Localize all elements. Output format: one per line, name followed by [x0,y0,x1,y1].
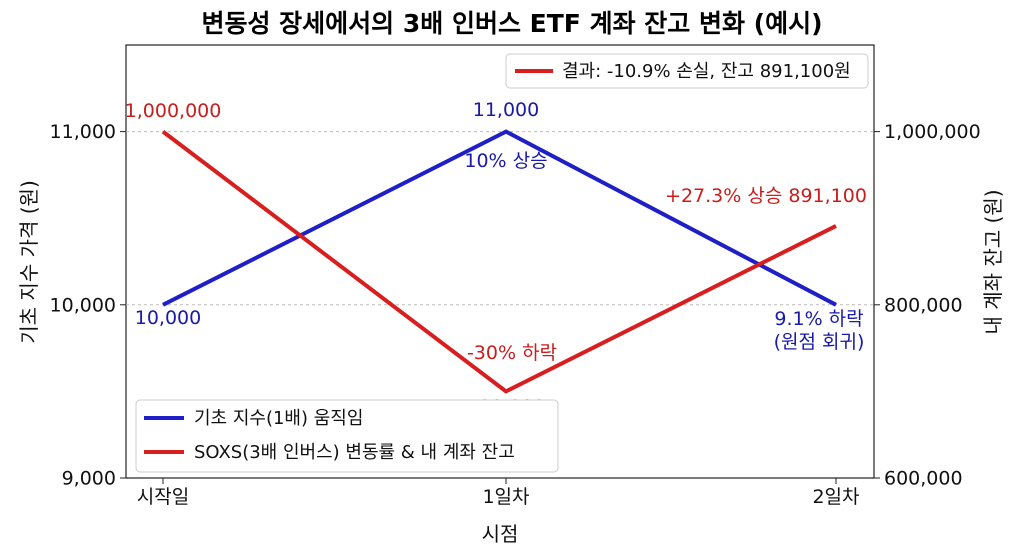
right-y-tick-label: 1,000,000 [884,121,981,143]
right-y-tick-label: 600,000 [884,468,963,490]
left-y-axis: 9,000 10,000 11,000 [50,121,126,490]
series-line-inverse-balance [161,130,837,394]
chart-title: 변동성 장세에서의 3배 인버스 ETF 계좌 잔고 변화 (예시) [201,9,822,38]
red-drop-annotation: -30% 하락 [467,342,557,364]
x-tick-label: 1일차 [482,486,529,508]
red-rise-annotation: +27.3% 상승 891,100 [665,185,867,207]
legend-label-inverse-balance: SOXS(3배 인버스) 변동률 & 내 계좌 잔고 [194,442,515,463]
left-y-tick-label: 11,000 [50,121,116,143]
x-tick-label: 시작일 [137,486,189,508]
result-legend-text: 결과: -10.9% 손실, 잔고 891,100원 [562,61,851,82]
blue-start-label: 10,000 [135,307,201,329]
left-y-tick-label: 9,000 [62,468,116,490]
blue-up-annotation: 10% 상승 [464,150,547,172]
series-legend-box [135,399,559,473]
series-legend: 기초 지수(1배) 움직임 SOXS(3배 인버스) 변동률 & 내 계좌 잔고 [135,399,559,473]
x-axis-label: 시점 [482,522,519,546]
plot-area [125,44,875,479]
red-start-label: 1,000,000 [125,100,222,122]
blue-peak-label: 11,000 [473,99,539,121]
blue-down-annotation: 9.1% 하락 [774,308,863,330]
right-y-tick-label: 800,000 [884,294,963,316]
left-y-axis-label: 기초 지수 가격 (원) [17,180,41,343]
legend-label-underlying-index: 기초 지수(1배) 움직임 [194,408,363,429]
right-y-axis: 600,000 800,000 1,000,000 [874,121,981,490]
series-line-underlying-index [162,129,837,307]
blue-return-annotation: (원점 회귀) [774,331,865,353]
result-legend-box [505,53,869,89]
x-tick-label: 2일차 [812,486,859,508]
left-y-tick-label: 10,000 [50,294,116,316]
right-y-axis-label: 내 계좌 잔고 (원) [981,189,1005,334]
result-legend: 결과: -10.9% 손실, 잔고 891,100원 [505,53,869,89]
x-axis: 시작일 1일차 2일차 [137,478,860,508]
